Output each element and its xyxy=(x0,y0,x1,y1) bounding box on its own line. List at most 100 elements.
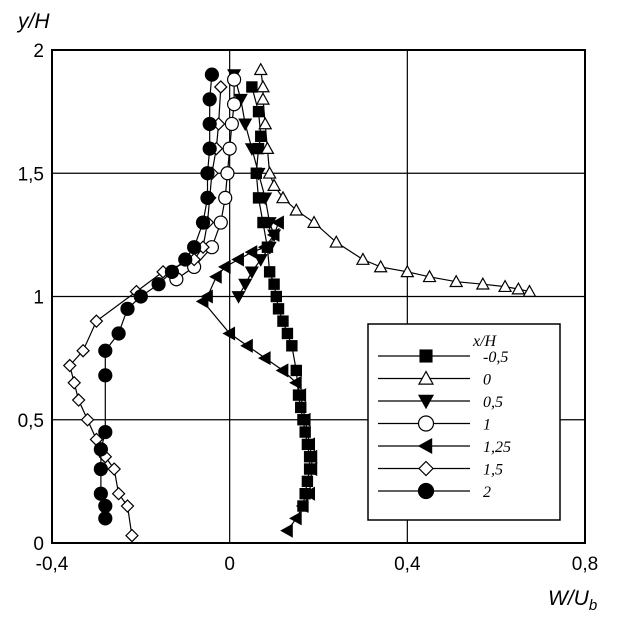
series-line xyxy=(69,86,222,536)
data-point xyxy=(302,437,316,452)
data-point xyxy=(275,363,289,378)
data-point xyxy=(244,245,258,260)
data-point xyxy=(227,72,242,87)
data-point xyxy=(200,190,215,205)
data-point xyxy=(202,116,217,132)
legend-entry: 0,5 xyxy=(378,394,503,411)
x-axis-label: W/Ub xyxy=(548,587,597,614)
data-point xyxy=(266,227,280,242)
data-point xyxy=(244,143,259,156)
data-point xyxy=(299,426,311,438)
data-point xyxy=(213,80,228,94)
series-line xyxy=(260,69,530,293)
data-point xyxy=(253,254,268,267)
data-point xyxy=(98,368,113,383)
data-point xyxy=(98,511,113,526)
data-point xyxy=(231,291,246,304)
data-point xyxy=(204,67,219,82)
data-point xyxy=(304,449,318,464)
legend-label: -0,5 xyxy=(483,349,508,366)
legend-label: 1 xyxy=(483,417,491,434)
series-1 xyxy=(253,62,537,297)
data-point xyxy=(218,190,233,205)
data-point xyxy=(290,364,302,377)
series-6 xyxy=(93,67,219,526)
data-point xyxy=(272,303,285,315)
legend-entry: 1,5 xyxy=(378,460,503,479)
data-point xyxy=(289,202,304,216)
y-tick-label: 1,5 xyxy=(18,164,44,185)
data-point xyxy=(76,343,90,358)
tick-labels: -0,4 0 0,4 0,800,511,52 xyxy=(18,41,599,575)
data-point xyxy=(289,375,302,390)
data-point xyxy=(195,215,211,230)
data-point xyxy=(202,141,217,156)
data-point xyxy=(511,281,526,295)
data-point xyxy=(217,259,231,274)
data-point xyxy=(286,340,298,352)
y-tick-label: 1 xyxy=(33,288,44,309)
data-point xyxy=(98,343,113,358)
data-point xyxy=(267,178,282,191)
data-point xyxy=(275,190,290,204)
data-point xyxy=(111,486,126,501)
data-point xyxy=(200,166,215,181)
legend-label: 0,5 xyxy=(483,394,503,411)
data-point xyxy=(293,388,307,403)
x-axis-label-sub: b xyxy=(589,597,597,614)
series-layer xyxy=(62,62,537,543)
series-line xyxy=(100,74,213,519)
data-point xyxy=(297,412,311,427)
data-point xyxy=(280,523,293,538)
data-point xyxy=(260,141,275,154)
legend-entry: 1,25 xyxy=(378,437,511,456)
data-point xyxy=(93,442,108,457)
legend: x/H -0,5 0 0,5 1 1,25 1,5 2 xyxy=(367,323,561,521)
data-point xyxy=(257,240,271,255)
data-point xyxy=(62,358,77,373)
data-point xyxy=(98,498,113,514)
data-point xyxy=(307,215,322,228)
data-point xyxy=(187,240,202,255)
data-point xyxy=(133,289,148,304)
legend-label: 2 xyxy=(483,484,491,501)
legend-box xyxy=(367,323,561,521)
x-tick-label: -0,4 xyxy=(36,554,69,575)
data-point xyxy=(400,264,415,278)
data-point xyxy=(373,259,388,273)
data-point xyxy=(257,351,271,366)
data-point xyxy=(220,166,235,181)
data-point xyxy=(419,349,433,363)
x-tick-label: 0 xyxy=(224,554,235,575)
x-tick-label: 0,4 xyxy=(394,554,421,575)
legend-label: 1,5 xyxy=(483,462,503,479)
data-point xyxy=(258,116,273,130)
data-point xyxy=(202,92,217,107)
data-point xyxy=(222,141,237,156)
data-point xyxy=(67,375,82,390)
legend-entry: -0,5 xyxy=(378,349,508,366)
data-point xyxy=(417,482,435,500)
data-point xyxy=(268,278,280,290)
x-axis-label-main: W/U xyxy=(548,587,590,610)
data-point xyxy=(263,266,276,278)
data-point xyxy=(120,301,135,316)
data-point xyxy=(417,370,435,385)
legend-title: x/H xyxy=(472,333,498,350)
data-point xyxy=(251,167,266,181)
data-point xyxy=(329,235,344,248)
legend-entry: 0 xyxy=(378,370,491,389)
data-point xyxy=(213,215,228,230)
data-point xyxy=(295,499,309,514)
data-point xyxy=(246,81,258,93)
data-point xyxy=(289,511,302,526)
data-point xyxy=(262,166,277,179)
data-point xyxy=(93,486,108,501)
data-point xyxy=(475,276,490,290)
y-tick-label: 0,5 xyxy=(18,411,44,432)
data-point xyxy=(120,499,135,513)
data-point xyxy=(258,192,273,206)
series-4 xyxy=(195,215,318,538)
data-point xyxy=(417,437,433,455)
